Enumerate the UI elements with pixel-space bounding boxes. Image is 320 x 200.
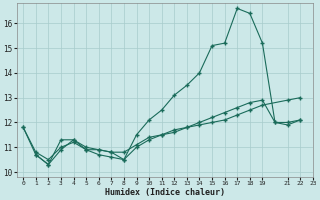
X-axis label: Humidex (Indice chaleur): Humidex (Indice chaleur) bbox=[105, 188, 225, 197]
